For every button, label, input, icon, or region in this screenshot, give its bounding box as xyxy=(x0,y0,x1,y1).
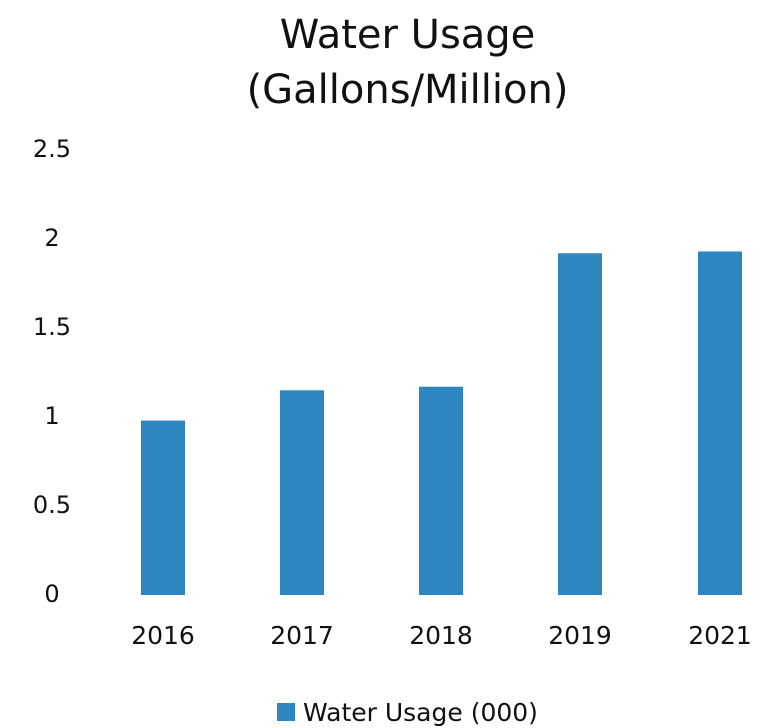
y-tick-label: 2.5 xyxy=(33,135,71,163)
bar-2018 xyxy=(419,386,463,595)
x-category-label: 2017 xyxy=(270,621,334,650)
y-tick-label: 1 xyxy=(44,402,59,430)
bar-2019 xyxy=(558,253,602,596)
legend-swatch xyxy=(277,703,295,721)
legend: Water Usage (000) xyxy=(277,696,538,728)
y-tick-label: 2 xyxy=(44,224,59,252)
chart-title-line-1: Water Usage xyxy=(279,12,536,58)
y-tick-label: 0 xyxy=(44,580,59,608)
chart-title: Water Usage (Gallons/Million) xyxy=(0,8,765,118)
y-tick-label: 1.5 xyxy=(33,313,71,341)
chart-title-line-2: (Gallons/Million) xyxy=(246,67,569,113)
x-category-label: 2019 xyxy=(548,621,612,650)
x-category-label: 2018 xyxy=(409,621,473,650)
x-category-label: 2016 xyxy=(131,621,195,650)
y-tick-label: 0.5 xyxy=(33,491,71,519)
bar-2017 xyxy=(280,390,324,595)
x-category-label: 2021 xyxy=(688,621,752,650)
bar-2016 xyxy=(141,420,185,595)
bar-2021 xyxy=(698,251,742,595)
legend-label: Water Usage (000) xyxy=(303,697,538,727)
